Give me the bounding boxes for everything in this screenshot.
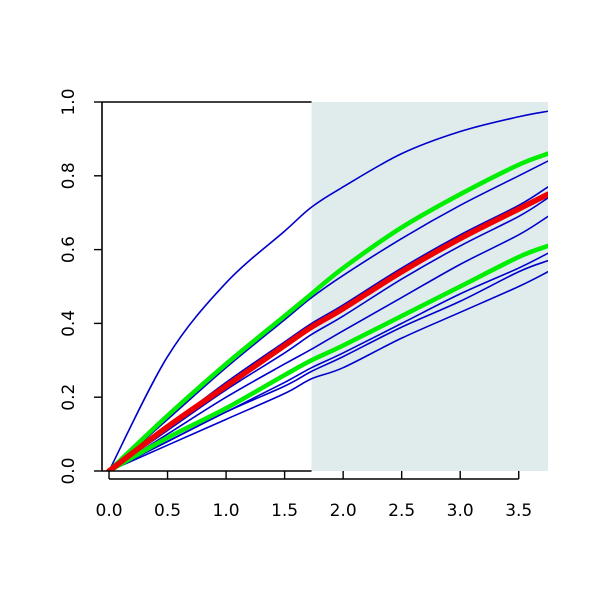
series-line-2 — [106, 151, 548, 471]
y-tick-label: 0.4 — [59, 310, 79, 337]
series-line-3 — [108, 160, 548, 471]
x-tick-label: 1.5 — [271, 501, 298, 521]
y-axis: 0.0 0.2 0.4 0.6 0.8 1.0 — [59, 88, 102, 485]
y-tick-label: 0.0 — [59, 457, 79, 484]
series-line-7 — [108, 215, 548, 471]
series-line-10 — [108, 259, 548, 471]
x-tick-label: 3.0 — [447, 501, 474, 521]
y-tick-label: 0.6 — [59, 236, 79, 263]
x-tick-label: 3.5 — [505, 501, 532, 521]
x-tick-label: 0.0 — [96, 501, 123, 521]
x-tick-label: 2.5 — [388, 501, 415, 521]
x-tick-label: 0.5 — [154, 501, 181, 521]
x-tick-label: 1.0 — [213, 501, 240, 521]
series-layer — [106, 110, 548, 471]
y-tick-label: 0.8 — [59, 162, 79, 189]
shaded-region — [311, 102, 548, 471]
axes-layer — [101, 101, 312, 472]
y-tick-label: 0.2 — [59, 384, 79, 411]
shaded-region-layer — [311, 102, 548, 471]
y-tick-label: 1.0 — [59, 88, 79, 115]
x-tick-label: 2.0 — [330, 501, 357, 521]
x-axis: 0.0 0.5 1.0 1.5 2.0 2.5 3.0 3.5 — [96, 471, 532, 521]
series-line-8 — [106, 243, 548, 471]
series-line-5 — [106, 191, 548, 471]
series-line-6 — [108, 197, 548, 471]
series-line-1 — [108, 110, 548, 471]
series-line-11 — [108, 270, 548, 471]
